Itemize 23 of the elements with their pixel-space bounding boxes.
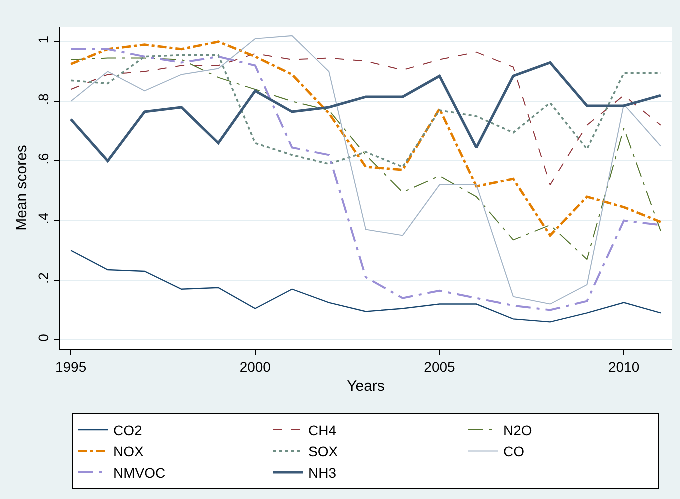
y-tick-label: 0 [35,334,52,342]
legend-label: CO2 [114,422,142,438]
legend-label: CH4 [308,422,337,438]
line-series [70,40,662,237]
y-tick-label: .6 [35,153,52,165]
legend-label: CO [504,444,525,460]
line-series [70,58,662,260]
x-axis-title: Years [347,378,385,395]
y-tick-label: .8 [35,93,52,106]
x-tick-label: 2000 [240,358,272,375]
y-axis-title: Mean scores [14,145,31,231]
y-tick-label: .2 [35,272,52,284]
x-tick-label: 2010 [608,358,640,375]
legend-label: NH3 [308,464,337,481]
x-tick-label: 1995 [55,358,87,375]
line-series [70,250,662,323]
y-tick-label: 1 [35,36,52,44]
y-tick-label: .4 [35,212,52,225]
legend-label: SOX [308,444,339,460]
legend-label: NOX [114,444,144,460]
x-tick-label: 2005 [424,358,456,375]
legend-label: NMVOC [114,464,166,481]
legend-label: N2O [504,422,532,438]
